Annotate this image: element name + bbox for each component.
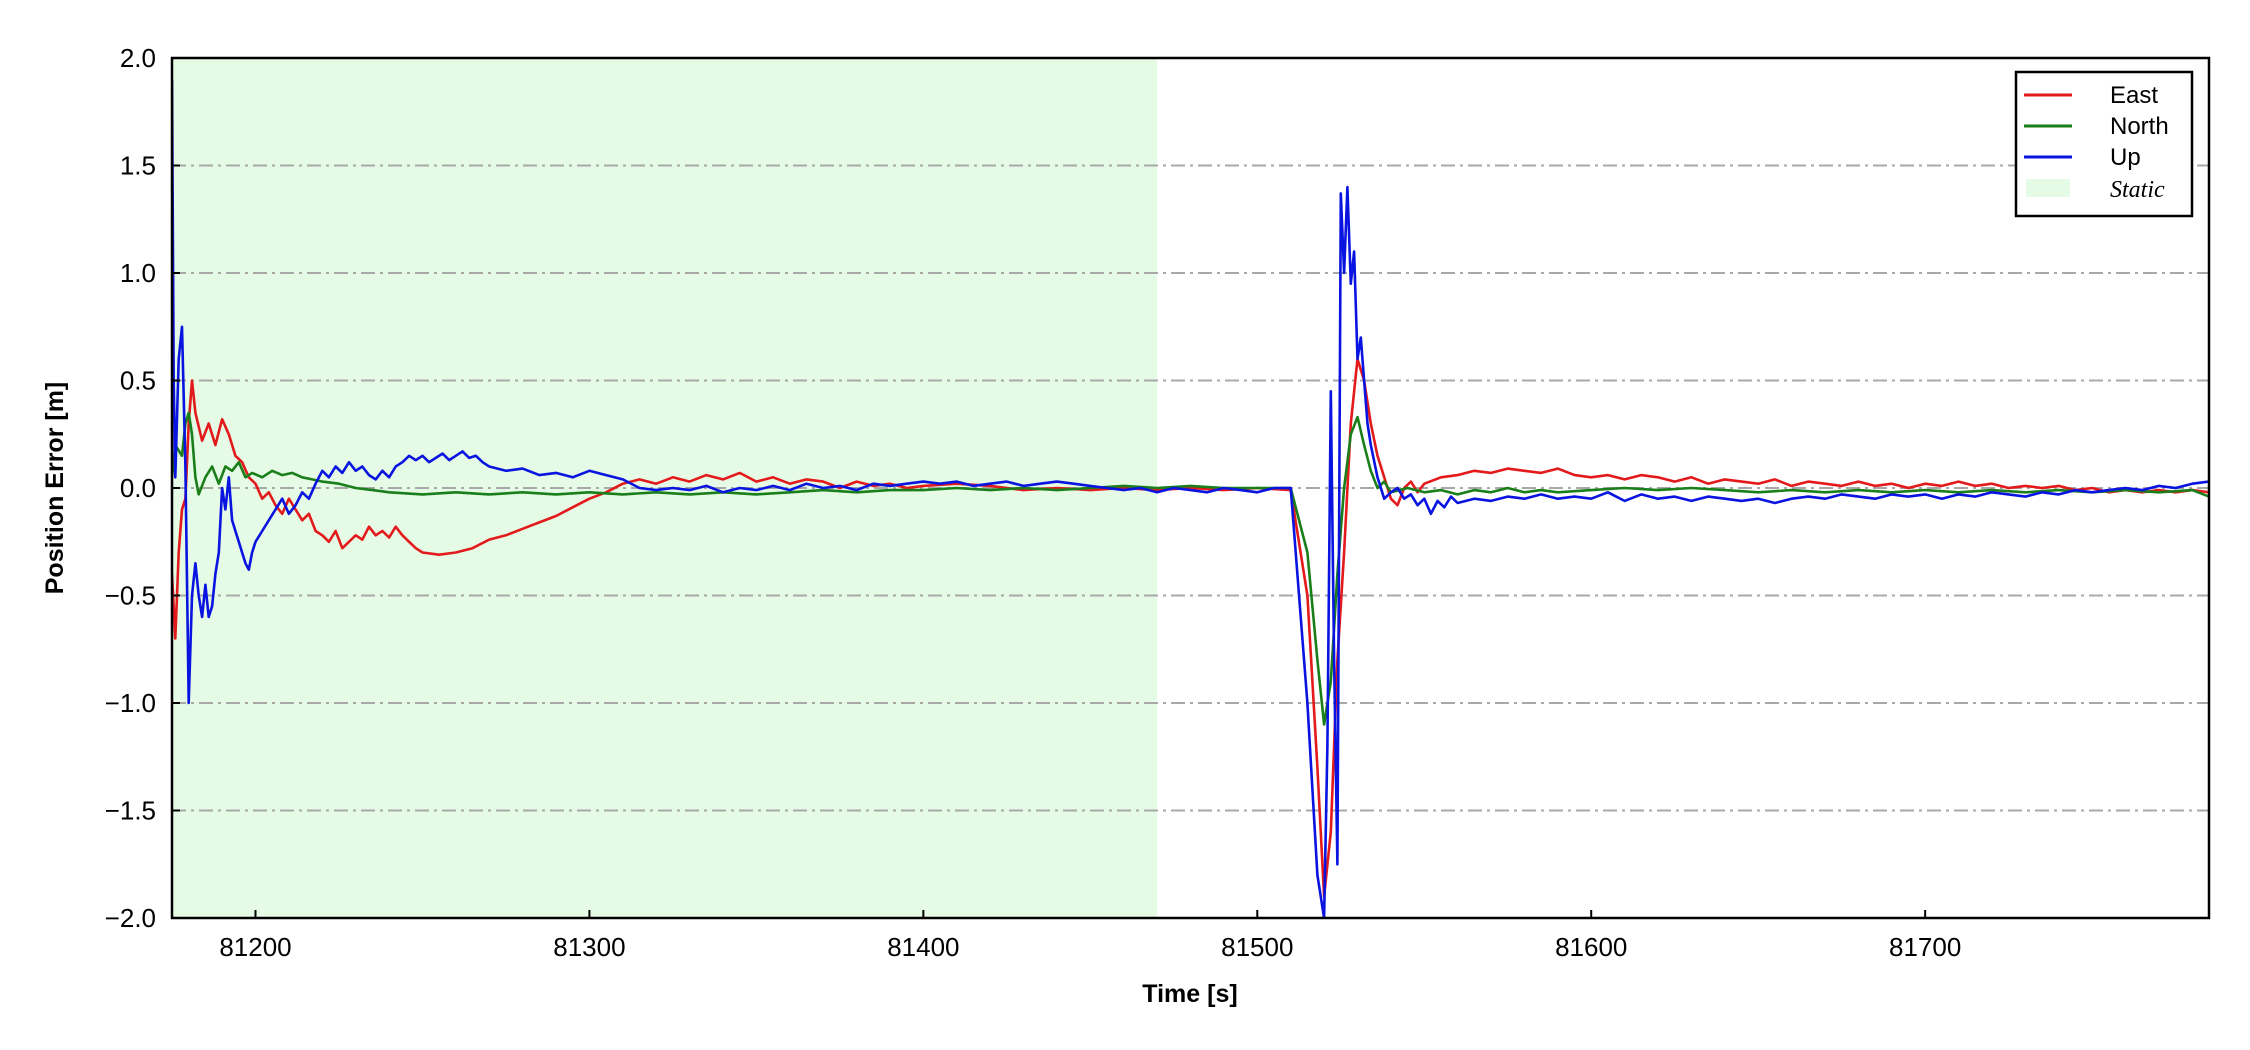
- series-layer: [172, 79, 2209, 918]
- legend-east-label: East: [2110, 82, 2158, 109]
- x-axis-title: Time [s]: [1142, 980, 1237, 1008]
- series-line-north: [172, 411, 2209, 726]
- y-tick-label: −1.0: [105, 688, 156, 718]
- series-line-up: [172, 79, 2209, 918]
- y-tick-label: −2.0: [105, 903, 156, 933]
- y-tick-label: −0.5: [105, 581, 156, 611]
- y-tick-label: 2.0: [120, 43, 156, 73]
- x-axis-ticks: 81200 81300 81400 81500 81600 81700: [219, 910, 1961, 962]
- y-axis-ticks: 2.0 1.5 1.0 0.5 0.0 −0.5 −1.0 −1.5 −2.0: [105, 43, 180, 933]
- legend: East North Up Static: [2014, 70, 2194, 218]
- x-tick-label: 81200: [219, 932, 291, 962]
- legend-up-label: Up: [2110, 144, 2141, 171]
- legend-static-label: Static: [2110, 177, 2165, 203]
- y-axis-title: Position Error [m]: [41, 382, 69, 595]
- x-tick-label: 81500: [1221, 932, 1293, 962]
- y-tick-label: −1.5: [105, 796, 156, 826]
- x-tick-label: 81700: [1889, 932, 1961, 962]
- y-tick-label: 1.0: [120, 258, 156, 288]
- legend-north-label: North: [2110, 113, 2169, 140]
- y-tick-label: 1.5: [120, 151, 156, 181]
- x-tick-label: 81600: [1555, 932, 1627, 962]
- x-tick-label: 81400: [887, 932, 959, 962]
- y-tick-label: 0.5: [120, 366, 156, 396]
- x-tick-label: 81300: [553, 932, 625, 962]
- legend-static-swatch: [2026, 179, 2070, 197]
- y-tick-label: 0.0: [120, 473, 156, 503]
